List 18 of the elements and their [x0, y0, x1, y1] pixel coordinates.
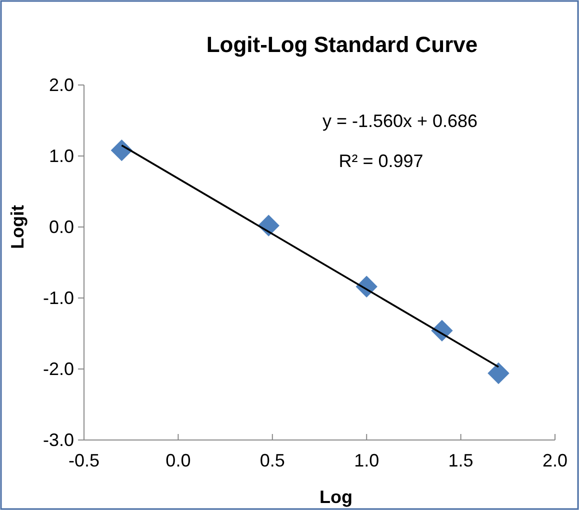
x-tick-label: 1.5	[448, 450, 474, 470]
x-tick-label: 1.0	[354, 450, 380, 470]
point	[488, 362, 510, 384]
chart-title: Logit-Log Standard Curve	[206, 32, 478, 57]
y-tick-label: 0.0	[48, 216, 74, 237]
annotation: R² = 0.997	[338, 151, 424, 171]
y-tick-label: -3.0	[42, 430, 74, 450]
x-tick-label: 0.0	[166, 450, 191, 470]
x-tick-label: -0.5	[68, 450, 100, 470]
x-tick-label: 2.0	[542, 450, 568, 470]
y-tick-label: 1.0	[48, 146, 74, 166]
y-axis-title: Logit	[7, 205, 28, 249]
x-axis-title: Log	[320, 487, 352, 507]
y-tick-label: -1.0	[42, 288, 74, 308]
y-tick-label: 2.0	[48, 74, 74, 95]
y-tick-label: -2.0	[42, 358, 74, 379]
x-tick-label: 0.5	[260, 450, 285, 470]
annotation: y = -1.560x + 0.686	[322, 111, 478, 131]
